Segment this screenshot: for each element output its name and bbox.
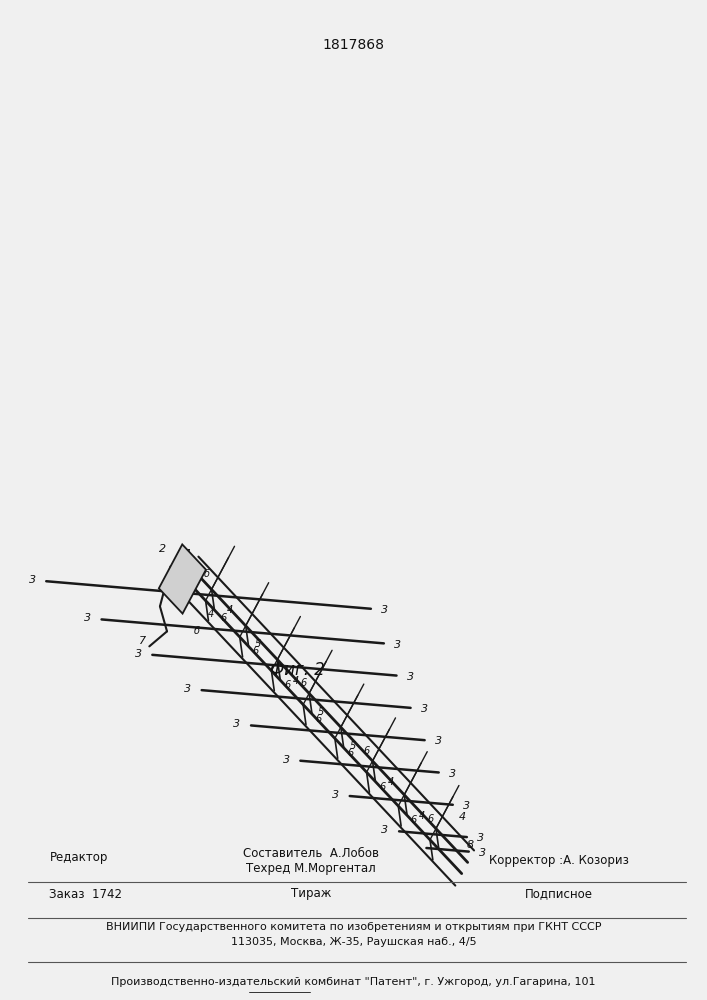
Polygon shape (159, 544, 206, 614)
Text: 3: 3 (382, 605, 389, 615)
Text: 6: 6 (252, 646, 259, 656)
Text: 113035, Москва, Ж-35, Раушская наб., 4/5: 113035, Москва, Ж-35, Раушская наб., 4/5 (230, 937, 477, 947)
Text: Техред М.Моргентал: Техред М.Моргентал (246, 862, 376, 875)
Text: 4: 4 (293, 676, 299, 686)
Text: 6: 6 (347, 748, 354, 758)
Text: 6: 6 (379, 782, 385, 792)
Text: 6: 6 (411, 815, 417, 825)
Text: 1817868: 1817868 (322, 38, 385, 52)
Text: 3: 3 (395, 640, 402, 650)
Text: 3: 3 (184, 684, 191, 694)
Text: ВНИИПИ Государственного комитета по изобретениям и открытиям при ГКНТ СССР: ВНИИПИ Государственного комитета по изоб… (106, 922, 601, 932)
Text: 6: 6 (187, 576, 192, 586)
Text: 6: 6 (427, 814, 433, 824)
Text: 8: 8 (467, 840, 474, 850)
Text: 3: 3 (28, 575, 35, 585)
Text: 3: 3 (477, 833, 484, 843)
Text: 3: 3 (463, 801, 470, 811)
Text: б: б (204, 569, 210, 579)
Text: 4: 4 (419, 811, 426, 821)
Text: 3: 3 (283, 755, 290, 765)
Text: б: б (194, 626, 199, 636)
Text: 6: 6 (284, 680, 290, 690)
Text: 4: 4 (227, 605, 233, 615)
Text: 5: 5 (349, 741, 356, 751)
Text: 3: 3 (134, 649, 142, 659)
Text: 3: 3 (421, 704, 428, 714)
Text: 3: 3 (381, 825, 389, 835)
Text: 4: 4 (208, 609, 214, 619)
Text: 3: 3 (332, 790, 339, 800)
Text: 3: 3 (233, 719, 240, 729)
Text: 6: 6 (363, 746, 370, 756)
Text: 3: 3 (84, 613, 91, 623)
Text: Тираж: Тираж (291, 888, 332, 900)
Text: 3: 3 (449, 769, 457, 779)
Text: Составитель  А.Лобов: Составитель А.Лобов (243, 847, 379, 860)
Text: Фиг. 2: Фиг. 2 (269, 661, 325, 679)
Text: 4: 4 (460, 812, 467, 822)
Text: Производственно-издательский комбинат "Патент", г. Ужгород, ул.Гагарина, 101: Производственно-издательский комбинат "П… (111, 977, 596, 987)
Text: 3: 3 (479, 848, 486, 858)
Text: 7: 7 (139, 636, 146, 646)
Text: 6: 6 (315, 714, 322, 724)
Text: 5: 5 (255, 639, 261, 649)
Text: 3: 3 (436, 736, 443, 746)
Text: 5: 5 (318, 707, 324, 717)
Text: Заказ  1742: Заказ 1742 (49, 888, 122, 900)
Text: Подписное: Подписное (525, 888, 592, 900)
Text: Редактор: Редактор (49, 851, 108, 864)
Text: Корректор :А. Козориз: Корректор :А. Козориз (489, 854, 629, 867)
Text: 3: 3 (407, 672, 414, 682)
Text: 6: 6 (300, 678, 307, 688)
Text: 1: 1 (185, 549, 192, 559)
Text: 2: 2 (159, 544, 166, 554)
Text: 4: 4 (387, 777, 394, 787)
Text: 6: 6 (221, 613, 227, 623)
